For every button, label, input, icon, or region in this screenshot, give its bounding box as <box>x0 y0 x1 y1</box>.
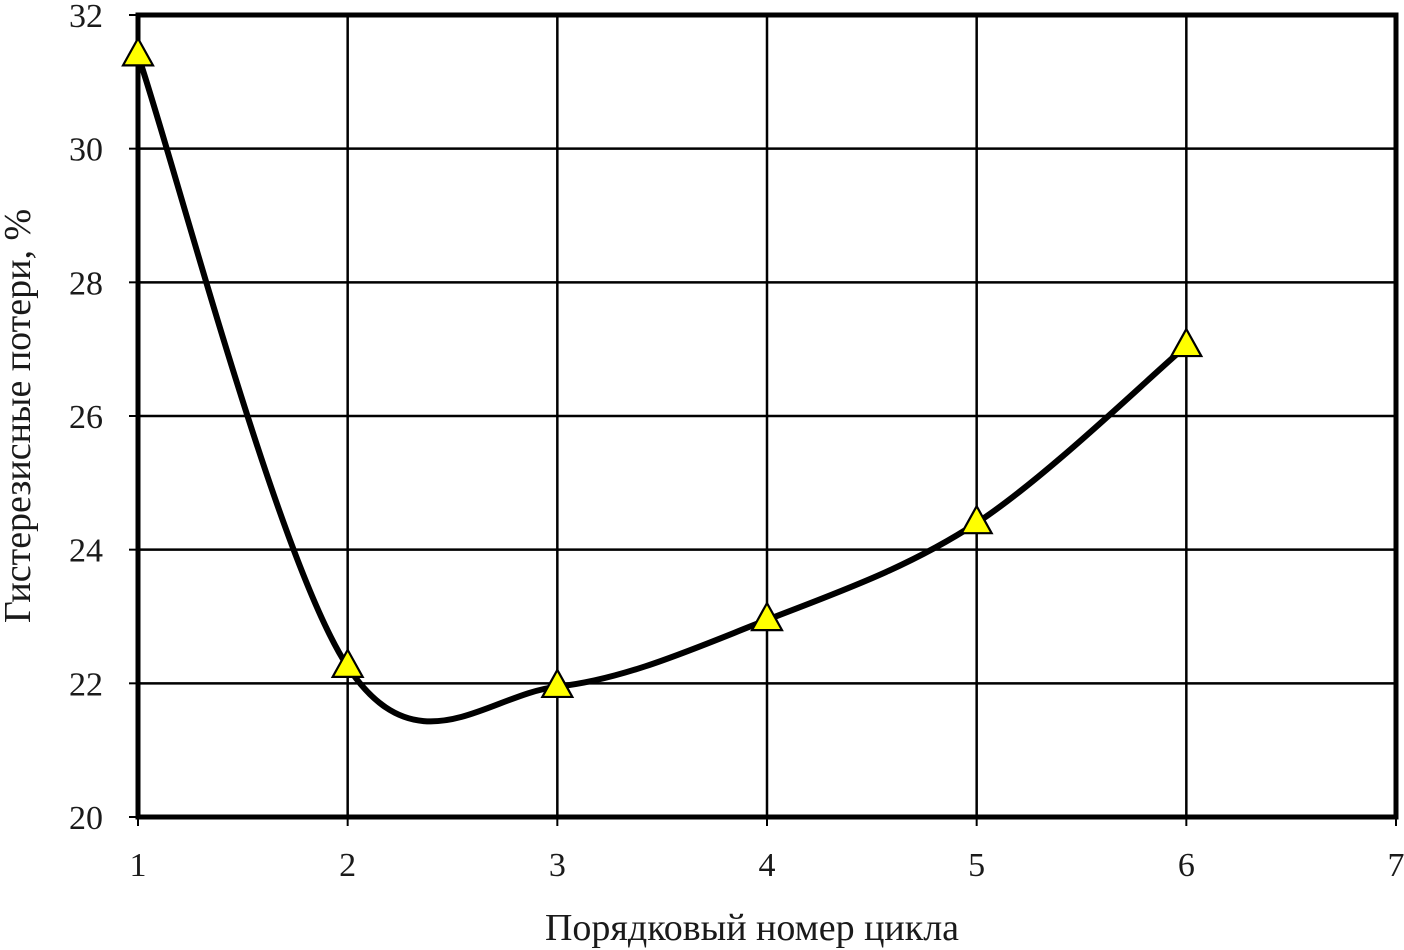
y-tick-label: 26 <box>69 399 103 436</box>
y-tick-label: 24 <box>69 533 103 570</box>
y-tick-label: 32 <box>69 0 103 35</box>
y-tick-label: 28 <box>69 265 103 302</box>
x-tick-label: 5 <box>968 847 985 884</box>
data-point-marker <box>330 647 365 678</box>
x-tick-label: 4 <box>759 847 776 884</box>
y-tick-label: 30 <box>69 132 103 169</box>
x-tick-label: 1 <box>130 847 147 884</box>
x-tick-label: 6 <box>1178 847 1195 884</box>
marker-layer <box>121 36 1204 699</box>
data-point-marker <box>959 503 994 535</box>
plot-frame <box>135 12 1399 820</box>
data-point-marker <box>540 667 575 699</box>
y-axis-title: Гистерезисные потери, % <box>0 209 39 623</box>
x-tick-label: 3 <box>549 847 566 884</box>
grid-lines <box>138 15 1396 817</box>
data-point-marker <box>121 36 155 67</box>
series-line <box>135 52 1190 725</box>
y-tick-label: 22 <box>69 666 103 703</box>
x-tick-label: 7 <box>1388 847 1404 884</box>
series-layer <box>135 52 1190 725</box>
data-point-marker <box>1169 326 1204 358</box>
tick-labels: 1 2 3 4 5 6 7 20 22 24 26 28 30 32 <box>69 0 1404 884</box>
x-axis-title: Порядковый номер цикла <box>545 907 959 949</box>
axes <box>129 12 1399 826</box>
y-tick-label: 20 <box>69 800 103 837</box>
x-tick-label: 2 <box>339 847 356 884</box>
data-point-marker <box>750 600 784 632</box>
